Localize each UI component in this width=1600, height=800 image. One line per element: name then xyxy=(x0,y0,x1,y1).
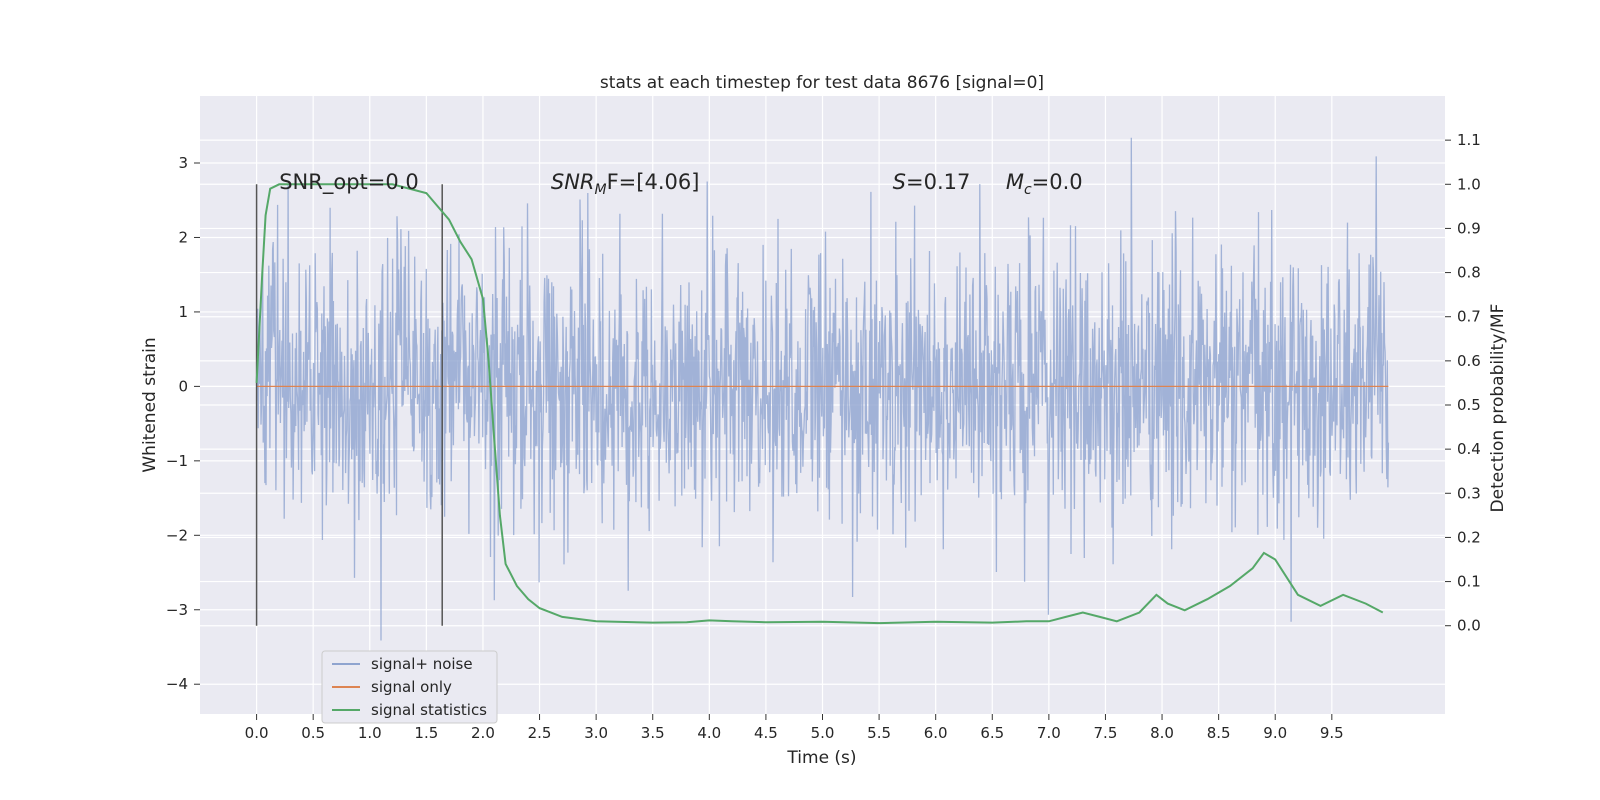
y-tick-label-−3: −3 xyxy=(166,601,188,619)
y2-tick-label-0.8: 0.8 xyxy=(1457,264,1481,282)
x-tick-label-7.5: 7.5 xyxy=(1094,724,1118,742)
x-axis-ticks: 0.0 0.5 1.0 1.5 2.0 2.5 3.0 3.5 4.0 4.5 5.0 5.5 6.0 6… xyxy=(245,714,1344,742)
x-axis-label: Time (s) xyxy=(786,748,856,768)
legend-label-signal-only: signal only xyxy=(371,678,452,696)
y2-tick-label-0.3: 0.3 xyxy=(1457,484,1481,502)
y-tick-label-−2: −2 xyxy=(166,526,188,544)
marker-lines xyxy=(255,184,443,626)
y2-tick-label-0.5: 0.5 xyxy=(1457,396,1481,414)
y-axis-ticks: −4 −3 −2 −1 0 1 2 3 xyxy=(166,154,200,693)
x-tick-label-5.5: 5.5 xyxy=(867,724,891,742)
y-tick-label-3: 3 xyxy=(178,154,188,172)
x-tick-label-8.0: 8.0 xyxy=(1150,724,1174,742)
y-tick-label-2: 2 xyxy=(178,228,188,246)
legend-label-signal-statistics: signal statistics xyxy=(371,701,487,719)
annotations: SNR_opt=0.0 SNRMF=[4.06] S=0.17 Mc=0.0 xyxy=(279,170,1082,198)
y2-tick-label-0.0: 0.0 xyxy=(1457,617,1481,635)
chart-title: stats at each timestep for test data 867… xyxy=(600,73,1044,93)
y-tick-label-−1: −1 xyxy=(166,452,188,470)
annotation-mc-value: Mc=0.0 xyxy=(1006,170,1083,198)
x-tick-label-8.5: 8.5 xyxy=(1207,724,1231,742)
y2-tick-label-0.1: 0.1 xyxy=(1457,573,1481,591)
y-axis-label: Whitened strain xyxy=(140,337,160,472)
series-signal-noise xyxy=(255,137,1390,641)
plot-series xyxy=(255,137,1390,641)
x-tick-label-4.5: 4.5 xyxy=(754,724,778,742)
y-axis-right-ticks: 0.0 0.1 0.2 0.3 0.4 0.5 0.6 0.7 0.8 0.9 1.0 1.1 xyxy=(1445,131,1481,635)
x-tick-label-5.0: 5.0 xyxy=(811,724,835,742)
y2-tick-label-0.7: 0.7 xyxy=(1457,308,1481,326)
x-tick-label-0.0: 0.0 xyxy=(245,724,269,742)
annotation-snr-mf: SNRMF=[4.06] xyxy=(551,170,700,198)
legend-box xyxy=(321,650,498,724)
y2-tick-label-0.9: 0.9 xyxy=(1457,219,1481,237)
y2-tick-label-0.6: 0.6 xyxy=(1457,352,1481,370)
legend-label-signal-noise: signal+ noise xyxy=(371,655,473,673)
y-tick-label-−4: −4 xyxy=(166,675,188,693)
x-tick-label-2.0: 2.0 xyxy=(471,724,495,742)
y2-tick-label-1.1: 1.1 xyxy=(1457,131,1481,149)
x-tick-label-4.0: 4.0 xyxy=(697,724,721,742)
annotation-snr-opt: SNR_opt=0.0 xyxy=(279,170,419,195)
y-axis-right-label: Detection probability/MF xyxy=(1488,304,1508,513)
y-tick-label-0: 0 xyxy=(178,377,188,395)
x-tick-label-9.0: 9.0 xyxy=(1263,724,1287,742)
x-tick-label-0.5: 0.5 xyxy=(301,724,325,742)
x-tick-label-3.0: 3.0 xyxy=(584,724,608,742)
y2-tick-label-0.4: 0.4 xyxy=(1457,440,1481,458)
x-tick-label-7.0: 7.0 xyxy=(1037,724,1061,742)
x-tick-label-2.5: 2.5 xyxy=(528,724,552,742)
y2-tick-label-0.2: 0.2 xyxy=(1457,528,1481,546)
y-tick-label-1: 1 xyxy=(178,303,188,321)
y2-tick-label-1.0: 1.0 xyxy=(1457,175,1481,193)
x-tick-label-6.5: 6.5 xyxy=(980,724,1004,742)
series-signal-statistics xyxy=(255,183,1384,625)
x-tick-label-6.0: 6.0 xyxy=(924,724,948,742)
x-tick-label-9.5: 9.5 xyxy=(1320,724,1344,742)
annotation-s-value: S=0.17 xyxy=(893,170,971,194)
x-tick-label-1.0: 1.0 xyxy=(358,724,382,742)
x-tick-label-1.5: 1.5 xyxy=(414,724,438,742)
x-tick-label-3.5: 3.5 xyxy=(641,724,665,742)
legend: signal+ noise signal only signal statist… xyxy=(321,650,498,724)
